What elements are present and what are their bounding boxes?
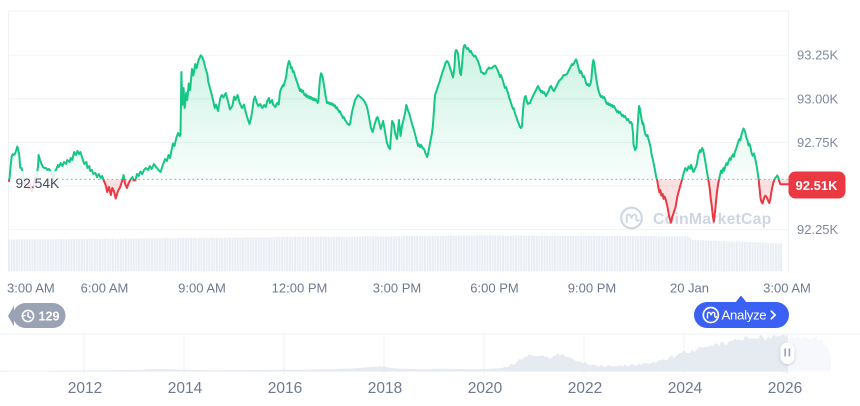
svg-text:2020: 2020	[468, 380, 503, 397]
svg-text:2026: 2026	[768, 380, 802, 397]
svg-text:6:00 PM: 6:00 PM	[470, 281, 518, 296]
svg-text:6:00 AM: 6:00 AM	[81, 281, 129, 296]
svg-text:2014: 2014	[168, 380, 203, 397]
svg-text:2022: 2022	[568, 380, 602, 397]
svg-text:93.25K: 93.25K	[797, 48, 839, 63]
svg-text:2016: 2016	[268, 380, 302, 397]
svg-text:92.54K: 92.54K	[16, 176, 61, 191]
svg-text:3:00 PM: 3:00 PM	[373, 281, 421, 296]
svg-text:92.25K: 92.25K	[797, 222, 839, 237]
svg-text:12:00 PM: 12:00 PM	[272, 281, 328, 296]
svg-text:9:00 AM: 9:00 AM	[178, 281, 226, 296]
svg-text:93.00K: 93.00K	[797, 91, 839, 106]
svg-text:129: 129	[39, 309, 60, 323]
svg-text:2018: 2018	[368, 380, 402, 397]
svg-text:9:00 PM: 9:00 PM	[568, 281, 616, 296]
svg-text:92.51K: 92.51K	[796, 178, 839, 193]
svg-text:2024: 2024	[668, 380, 703, 397]
svg-text:Analyze: Analyze	[722, 308, 767, 323]
svg-text:20 Jan: 20 Jan	[670, 281, 709, 296]
svg-text:2012: 2012	[68, 380, 102, 397]
svg-text:92.75K: 92.75K	[797, 135, 839, 150]
svg-text:3:00 AM: 3:00 AM	[7, 281, 55, 296]
svg-text:3:00 AM: 3:00 AM	[763, 281, 811, 296]
